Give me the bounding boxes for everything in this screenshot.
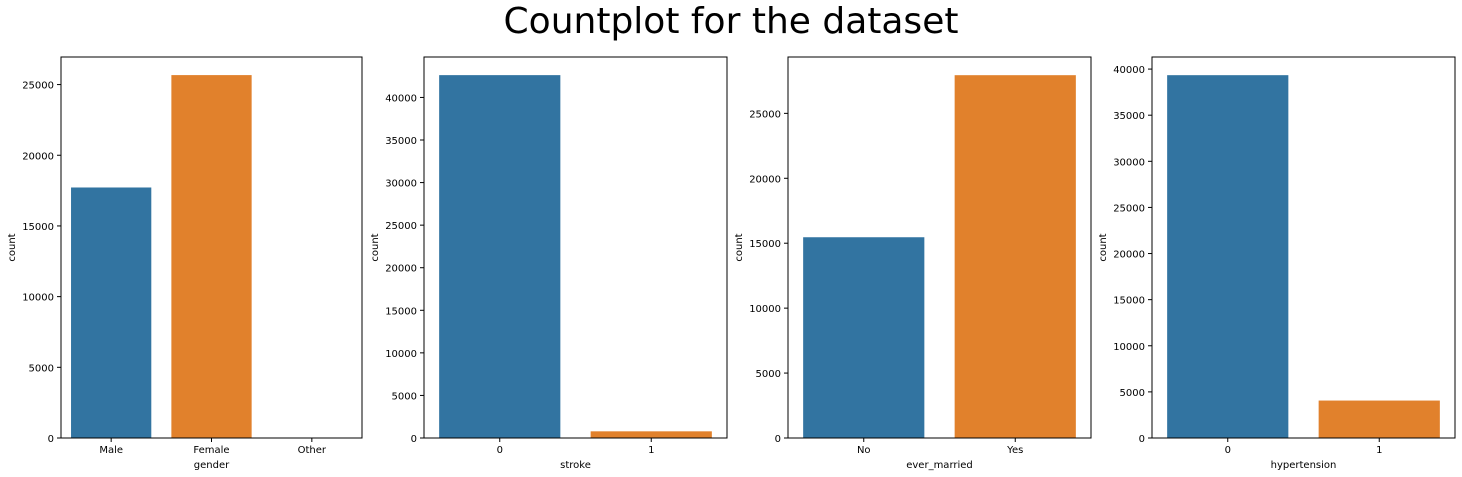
y-axis-label: count xyxy=(1098,233,1109,261)
x-tick-label: Female xyxy=(193,445,229,456)
y-tick-label: 5000 xyxy=(29,363,54,374)
y-tick-label: 35000 xyxy=(385,136,417,147)
y-tick-label: 0 xyxy=(48,434,54,445)
figure-title: Countplot for the dataset xyxy=(503,1,959,42)
y-tick-label: 20000 xyxy=(1113,250,1145,261)
y-tick-label: 25000 xyxy=(22,81,54,92)
axes-frame xyxy=(787,56,1092,439)
y-tick-label: 10000 xyxy=(1113,342,1145,353)
x-tick-label: 0 xyxy=(497,445,503,456)
bar-gender-Male xyxy=(71,187,152,438)
y-tick-label: 10000 xyxy=(22,293,54,304)
y-tick-label: 40000 xyxy=(1113,65,1145,76)
y-tick-label: 25000 xyxy=(385,221,417,232)
bar-stroke-1 xyxy=(590,431,712,438)
subplot-1: 0 5000 10000 15000 20000 25000 Male Female Other… xyxy=(7,56,363,471)
y-tick-label: 25000 xyxy=(1113,203,1145,214)
y-tick-label: 15000 xyxy=(22,222,54,233)
x-axis-label: stroke xyxy=(560,460,591,471)
y-tick-label: 15000 xyxy=(385,306,417,317)
y-tick-label: 30000 xyxy=(385,179,417,190)
x-axis-label: hypertension xyxy=(1271,460,1337,471)
y-tick-label: 5000 xyxy=(756,369,781,380)
y-tick-label: 35000 xyxy=(1113,111,1145,122)
y-tick-label: 30000 xyxy=(1113,157,1145,168)
y-tick-label: 40000 xyxy=(385,93,417,104)
y-tick-label: 0 xyxy=(1139,434,1145,445)
bar-stroke-0 xyxy=(439,75,561,438)
subplot-2: 0 5000 10000 15000 20000 25000 30000 35000 40000… xyxy=(370,56,728,471)
y-tick-label: 0 xyxy=(411,434,417,445)
y-tick-label: 20000 xyxy=(749,174,781,185)
axes-frame xyxy=(1151,56,1456,439)
x-tick-label: Male xyxy=(99,445,123,456)
y-tick-label: 0 xyxy=(775,434,781,445)
bar-ever_married-No xyxy=(803,237,925,438)
y-tick-label: 5000 xyxy=(392,391,417,402)
x-tick-label: Yes xyxy=(1006,445,1023,456)
y-tick-label: 25000 xyxy=(749,109,781,120)
y-tick-label: 15000 xyxy=(749,239,781,250)
axes-frame xyxy=(423,56,728,439)
subplot-4: 0 5000 10000 15000 20000 25000 30000 35000 40000… xyxy=(1098,56,1456,471)
x-tick-label: Other xyxy=(298,445,327,456)
subplot-3: 0 5000 10000 15000 20000 25000 No Yes ever_marri… xyxy=(734,56,1092,471)
x-tick-label: No xyxy=(857,445,871,456)
y-tick-label: 20000 xyxy=(22,151,54,162)
x-axis-label: ever_married xyxy=(906,460,973,471)
bar-gender-Female xyxy=(171,75,252,438)
y-tick-label: 20000 xyxy=(385,264,417,275)
x-tick-label: 1 xyxy=(1376,445,1382,456)
y-tick-label: 5000 xyxy=(1120,388,1145,399)
y-tick-label: 10000 xyxy=(749,304,781,315)
bar-hypertension-0 xyxy=(1167,75,1289,439)
y-axis-label: count xyxy=(370,233,381,261)
y-axis-label: count xyxy=(734,233,745,261)
x-tick-label: 1 xyxy=(648,445,654,456)
bar-ever_married-Yes xyxy=(954,75,1076,439)
y-tick-label: 10000 xyxy=(385,349,417,360)
y-axis-label: count xyxy=(7,233,18,261)
x-axis-label: gender xyxy=(194,460,230,471)
y-tick-label: 15000 xyxy=(1113,296,1145,307)
bar-hypertension-1 xyxy=(1318,400,1440,438)
x-tick-label: 0 xyxy=(1225,445,1231,456)
